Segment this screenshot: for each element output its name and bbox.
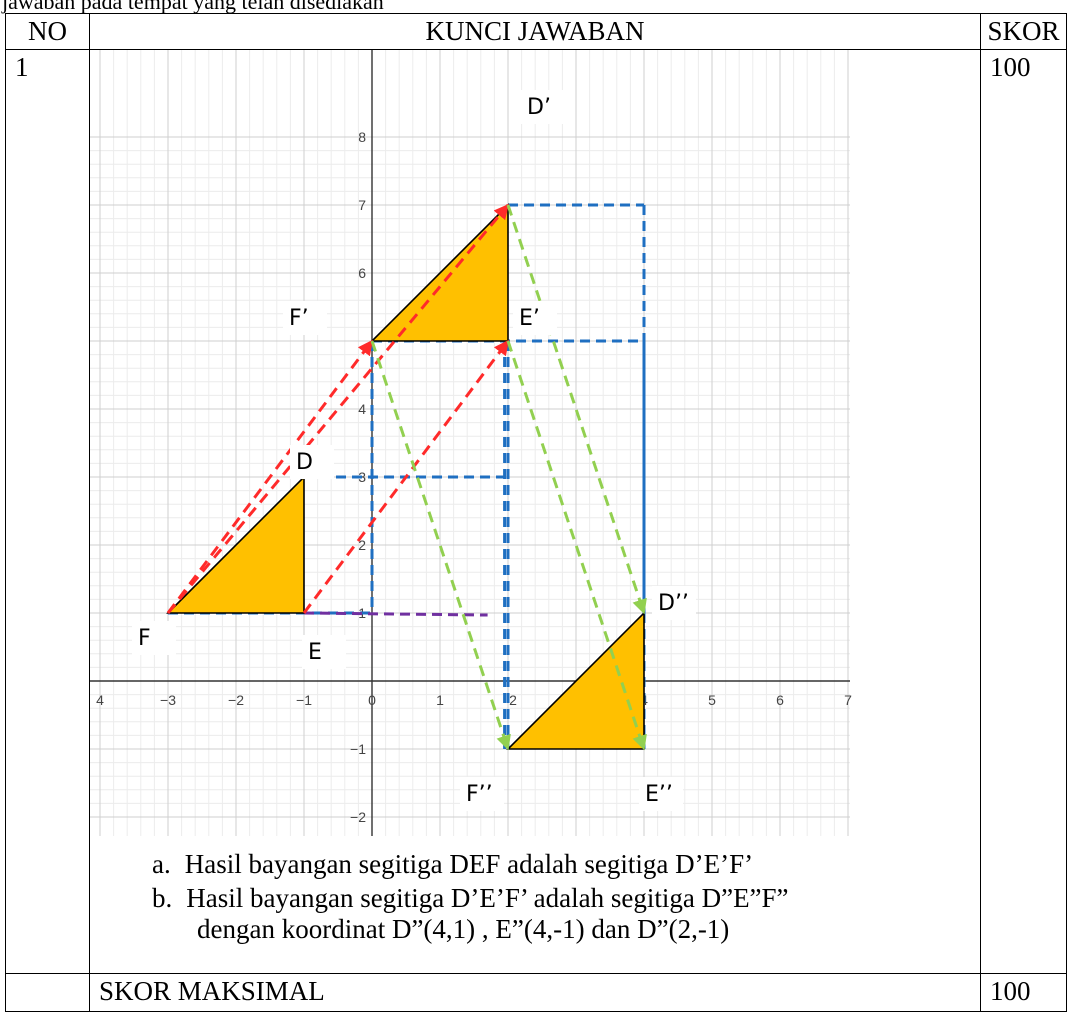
header-no: NO	[5, 12, 90, 51]
label-point-f-bg	[132, 621, 176, 656]
translation-arrow	[166, 339, 374, 615]
x-tick-label: 5	[708, 692, 716, 708]
label-point-e-double-prime: E’’	[645, 782, 673, 807]
table-footer-row: SKOR MAKSIMAL 100	[5, 972, 1067, 1013]
answer-text-a: Hasil bayangan segitiga DEF adalah segit…	[184, 849, 754, 880]
x-tick-label: −1	[296, 692, 312, 708]
label-point-d-double-prime-bg	[652, 586, 696, 621]
row-number: 1	[5, 49, 90, 974]
answer-text-b-line2: dengan koordinat D”(4,1) , E”(4,-1) dan …	[197, 914, 730, 945]
label-point-e-bg	[302, 635, 346, 670]
answer-key-table: NO KUNCI JAWABAN SKOR 1 4 −3 −2 −1 0 1 2 4 5 6 7 8 7…	[5, 12, 1067, 1013]
x-tick-label: −3	[160, 692, 176, 708]
y-tick-label: 2	[358, 537, 366, 553]
label-point-f-double-prime: F’’	[466, 782, 493, 807]
label-point-d: D	[296, 450, 313, 475]
table-header-row: NO KUNCI JAWABAN SKOR	[5, 12, 1067, 51]
top-text-fragment: jawaban pada tempat yang telah disediaka…	[2, 0, 384, 14]
x-tick-label: 0	[368, 692, 376, 708]
header-answer-key: KUNCI JAWABAN	[89, 12, 981, 51]
answer-cell: 4−3−2−101245678764321−1−2DEFD’E’F’D’’E’’…	[89, 49, 981, 974]
y-tick-label: 7	[358, 197, 366, 213]
x-tick-label: 2	[509, 692, 517, 708]
triangle-def	[166, 475, 305, 614]
y-tick-label: 4	[358, 401, 366, 417]
x-tick-label: 6	[776, 692, 784, 708]
footer-label: SKOR MAKSIMAL	[89, 972, 981, 1013]
label-point-d-prime: D’	[527, 95, 551, 120]
label-point-f: F	[138, 626, 151, 651]
translation-arrow	[166, 203, 510, 615]
triangle-def-double-prime	[506, 611, 645, 750]
coordinate-graph: 4−3−2−101245678764321−1−2DEFD’E’F’D’’E’’…	[90, 50, 852, 837]
triangle-def-prime	[370, 203, 509, 342]
label-point-d-double-prime: D’’	[658, 591, 689, 616]
x-tick-label: −2	[228, 692, 244, 708]
answer-marker-a: a.	[152, 849, 171, 880]
x-tick-label: 4	[96, 692, 104, 708]
footer-empty-cell	[5, 972, 90, 1013]
label-point-e-prime-bg	[513, 301, 557, 336]
y-tick-label: 6	[358, 265, 366, 281]
y-tick-label: 8	[358, 129, 366, 145]
label-point-e-double-prime-bg	[639, 777, 683, 812]
y-tick-label: −1	[350, 741, 366, 757]
answer-item-a: a. Hasil bayangan segitiga DEF adalah seg…	[152, 848, 753, 881]
label-point-f-prime: F’	[289, 306, 309, 331]
header-score: SKOR	[980, 12, 1067, 51]
answer-item-b-continued: dengan koordinat D”(4,1) , E”(4,-1) dan …	[197, 913, 729, 946]
row-score: 100	[980, 49, 1067, 974]
answer-item-b: b. Hasil bayangan segitiga D’E’F’ adalah …	[152, 882, 789, 915]
translation-arrow	[302, 339, 510, 615]
y-tick-label: 3	[358, 469, 366, 485]
label-point-d-bg	[290, 445, 334, 480]
label-point-e: E	[308, 640, 322, 665]
label-point-d-prime-bg	[521, 90, 565, 125]
x-tick-label: 1	[436, 692, 444, 708]
answer-text-b-line1: Hasil bayangan segitiga D’E’F’ adalah se…	[186, 883, 789, 914]
answer-marker-b: b.	[152, 883, 173, 914]
label-point-f-double-prime-bg	[460, 777, 504, 812]
x-tick-label: 7	[844, 692, 852, 708]
y-tick-label: −2	[350, 809, 366, 825]
footer-score: 100	[980, 972, 1067, 1013]
label-point-f-prime-bg	[283, 301, 327, 336]
purple-dashed-line	[303, 611, 488, 617]
table-row: 1 4−3−2−101245678764321−1−2DEFD’E’F’D’’E…	[5, 49, 1067, 974]
label-point-e-prime: E’	[519, 306, 540, 331]
